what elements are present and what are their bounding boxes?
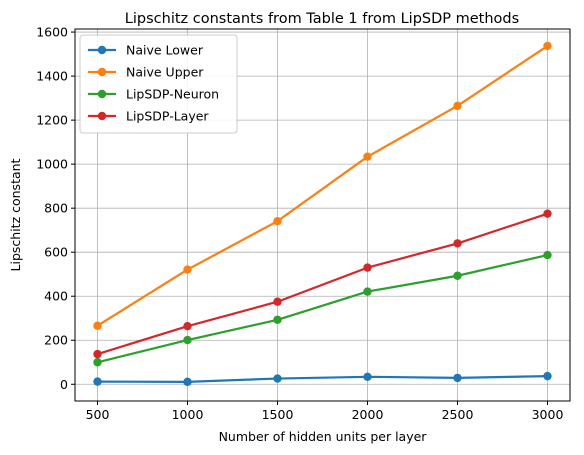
y-tick-label: 0 — [60, 377, 68, 392]
data-point — [543, 371, 552, 381]
data-point — [273, 315, 282, 324]
series-group — [93, 41, 552, 387]
data-point — [183, 265, 192, 274]
y-tick-label: 400 — [44, 289, 68, 304]
data-point — [183, 321, 192, 331]
series-group — [93, 371, 552, 387]
legend: Naive Lower Naive Upper LipSDP-Neuron LipSD… — [79, 34, 238, 134]
legend-label: Naive Upper — [126, 65, 204, 80]
y-axis-label: Lipschitz constant — [8, 158, 23, 271]
data-point — [453, 101, 462, 111]
series-line — [97, 253, 548, 364]
data-point — [453, 239, 462, 248]
data-point — [93, 358, 102, 367]
series-group — [93, 209, 552, 359]
data-point — [183, 377, 192, 387]
x-tick-label: 2000 — [352, 407, 384, 422]
y-tick-label: 800 — [44, 201, 68, 216]
data-point — [363, 372, 372, 381]
y-tick-label: 200 — [44, 333, 68, 348]
data-point — [543, 250, 552, 260]
data-point — [183, 335, 192, 345]
legend-marker — [97, 89, 107, 99]
x-axis-label: Number of hidden units per layer — [219, 429, 428, 444]
y-tick-label: 1000 — [36, 157, 68, 172]
data-point — [363, 263, 372, 272]
data-point — [93, 377, 102, 386]
legend-marker — [97, 45, 107, 55]
data-point — [93, 321, 102, 330]
data-point — [273, 297, 282, 306]
y-tick-label: 1400 — [36, 69, 68, 84]
data-point — [543, 209, 552, 218]
legend-label: Naive Lower — [126, 43, 204, 58]
data-point — [273, 216, 282, 226]
data-point — [453, 271, 462, 280]
legend-marker — [97, 111, 107, 121]
y-tick-label: 1600 — [36, 25, 68, 40]
chart-title: Lipschitz constants from Table 1 from Li… — [125, 11, 519, 27]
data-point — [93, 349, 102, 359]
series-line — [97, 212, 548, 356]
legend-label: LipSDP-Layer — [126, 109, 209, 124]
x-tick-label: 1500 — [262, 407, 294, 422]
x-tick-label: 3000 — [532, 407, 564, 422]
data-point — [453, 373, 462, 383]
series-group — [93, 41, 552, 330]
legend-marker — [97, 67, 107, 77]
series-group — [93, 250, 552, 367]
y-tick-label: 600 — [44, 245, 68, 260]
x-tick-label: 1000 — [172, 407, 204, 422]
series-line — [97, 375, 548, 383]
x-tick-label: 2500 — [442, 407, 474, 422]
grid — [75, 29, 570, 401]
data-point — [363, 152, 372, 161]
x-tick-label: 500 — [86, 407, 110, 422]
legend-box — [79, 34, 238, 134]
axis-ticks: 500 1000 1500 2000 2500 3000 0 200 400 600 800 1000… — [36, 25, 563, 422]
plot-frame — [74, 28, 571, 402]
series-line — [96, 45, 549, 327]
data-point — [363, 287, 372, 296]
legend-label: LipSDP-Neuron — [126, 87, 219, 102]
y-tick-label: 1200 — [36, 113, 68, 128]
data-point — [543, 41, 552, 51]
data-point — [273, 374, 282, 383]
